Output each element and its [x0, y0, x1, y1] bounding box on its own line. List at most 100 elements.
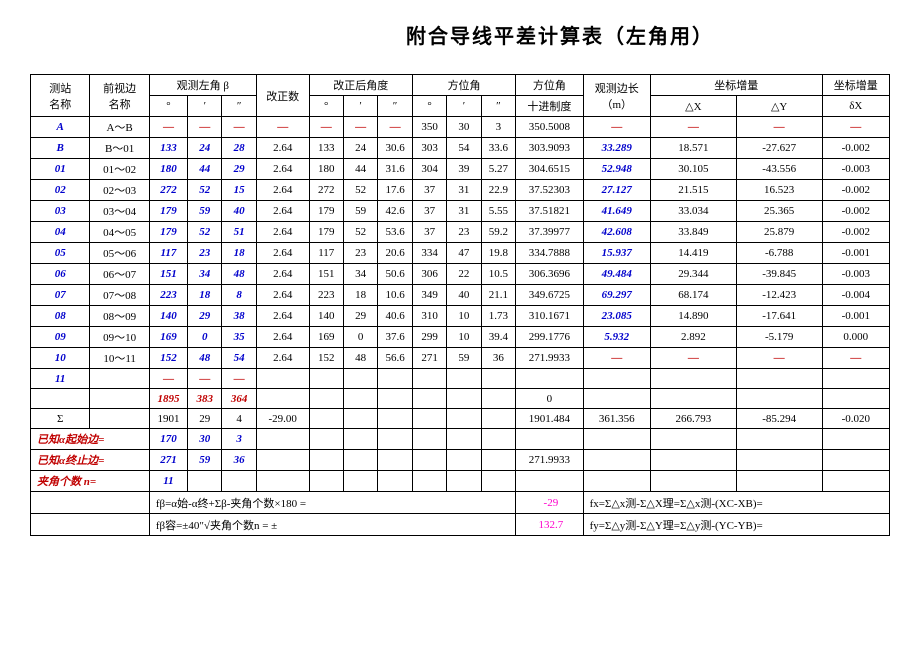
cell: 29 [188, 409, 222, 429]
cell: 1901 [149, 409, 187, 429]
cell [822, 429, 889, 450]
cell: 23.085 [583, 306, 650, 327]
cell: 31.6 [378, 159, 413, 180]
cell: 2.64 [256, 180, 309, 201]
cell [343, 389, 377, 409]
cell [822, 389, 889, 409]
cell: 306 [412, 264, 446, 285]
cell: 50.6 [378, 264, 413, 285]
cell: 151 [149, 264, 187, 285]
cell: — [736, 117, 822, 138]
sigma-row: Σ1901294-29.001901.484361.356266.793-85.… [31, 409, 890, 429]
cell [583, 389, 650, 409]
cell: 37.6 [378, 327, 413, 348]
cell: 303 [412, 138, 446, 159]
cell [516, 429, 583, 450]
cell: 59 [447, 348, 481, 369]
cell [343, 409, 377, 429]
cell: -5.179 [736, 327, 822, 348]
cell [447, 369, 481, 389]
cell: 44 [188, 159, 222, 180]
cell [378, 369, 413, 389]
cell: 42.6 [378, 201, 413, 222]
cell [378, 409, 413, 429]
cell [412, 369, 446, 389]
cell: 306.3696 [516, 264, 583, 285]
cell: 272 [149, 180, 187, 201]
cell [256, 429, 309, 450]
cell: 14.419 [650, 243, 736, 264]
cell: 24 [343, 138, 377, 159]
cell: 07～08 [90, 285, 149, 306]
cell [736, 389, 822, 409]
cell: 2.64 [256, 201, 309, 222]
col-corrected: 改正后角度 [309, 75, 412, 96]
table-row: 0101～0218044292.641804431.6304395.27304.… [31, 159, 890, 180]
cell: 2.64 [256, 348, 309, 369]
cell [736, 429, 822, 450]
cell [222, 471, 256, 492]
cell: 272 [309, 180, 343, 201]
cell: 29 [222, 159, 256, 180]
cell: 18 [343, 285, 377, 306]
cell: 51 [222, 222, 256, 243]
cell: 23 [188, 243, 222, 264]
cell [650, 369, 736, 389]
cell: 35 [222, 327, 256, 348]
cell: 37.51821 [516, 201, 583, 222]
cell: 383 [188, 389, 222, 409]
col-sec3: ″ [481, 96, 516, 117]
cell: B [31, 138, 90, 159]
cell [516, 471, 583, 492]
cell: 30.6 [378, 138, 413, 159]
cell: 179 [149, 222, 187, 243]
cell: 01～02 [90, 159, 149, 180]
cell: 20.6 [378, 243, 413, 264]
cell: 2.64 [256, 243, 309, 264]
cell [481, 429, 516, 450]
col-min3: ′ [447, 96, 481, 117]
table-row: 0404～0517952512.641795253.6372359.237.39… [31, 222, 890, 243]
cell: 10.5 [481, 264, 516, 285]
cell: 266.793 [650, 409, 736, 429]
col-decimal: 十进制度 [516, 96, 583, 117]
col-dy: △Y [736, 96, 822, 117]
formula-text: fβ容=±40″√夹角个数n = ± [149, 514, 515, 536]
table-row: 0202～0327252152.642725217.6373122.937.52… [31, 180, 890, 201]
cell: 08 [31, 306, 90, 327]
cell: 2.64 [256, 306, 309, 327]
cell: B～01 [90, 138, 149, 159]
cell: 52 [343, 180, 377, 201]
cell: 02～03 [90, 180, 149, 201]
cell: -39.845 [736, 264, 822, 285]
cell: 179 [149, 201, 187, 222]
cell: 23 [343, 243, 377, 264]
cell: 02 [31, 180, 90, 201]
cell: 56.6 [378, 348, 413, 369]
table-row: AA～B———————350303350.5008———— [31, 117, 890, 138]
col-min: ′ [188, 96, 222, 117]
cell [90, 369, 149, 389]
col-station: 测站名称 [31, 75, 90, 117]
cell: 10～11 [90, 348, 149, 369]
cell: 133 [149, 138, 187, 159]
cell: 0 [343, 327, 377, 348]
cell: 30 [447, 117, 481, 138]
cell: — [256, 117, 309, 138]
cell: 11 [149, 471, 187, 492]
cell: -29.00 [256, 409, 309, 429]
cell: -0.002 [822, 222, 889, 243]
cell: — [378, 117, 413, 138]
cell: 69.297 [583, 285, 650, 306]
cell: 271 [412, 348, 446, 369]
cell: 350 [412, 117, 446, 138]
cell: 310.1671 [516, 306, 583, 327]
cell: 37 [412, 201, 446, 222]
formula-row-2: fβ容=±40″√夹角个数n = ±132.7fy=Σ△y测-Σ△Y理=Σ△y测… [31, 514, 890, 536]
cell [822, 471, 889, 492]
col-azimuth2: 方位角 [516, 75, 583, 96]
cell: — [736, 348, 822, 369]
col-deg3: ° [412, 96, 446, 117]
col-obs-angle: 观测左角 β [149, 75, 256, 96]
formula-value: -29 [516, 492, 583, 514]
